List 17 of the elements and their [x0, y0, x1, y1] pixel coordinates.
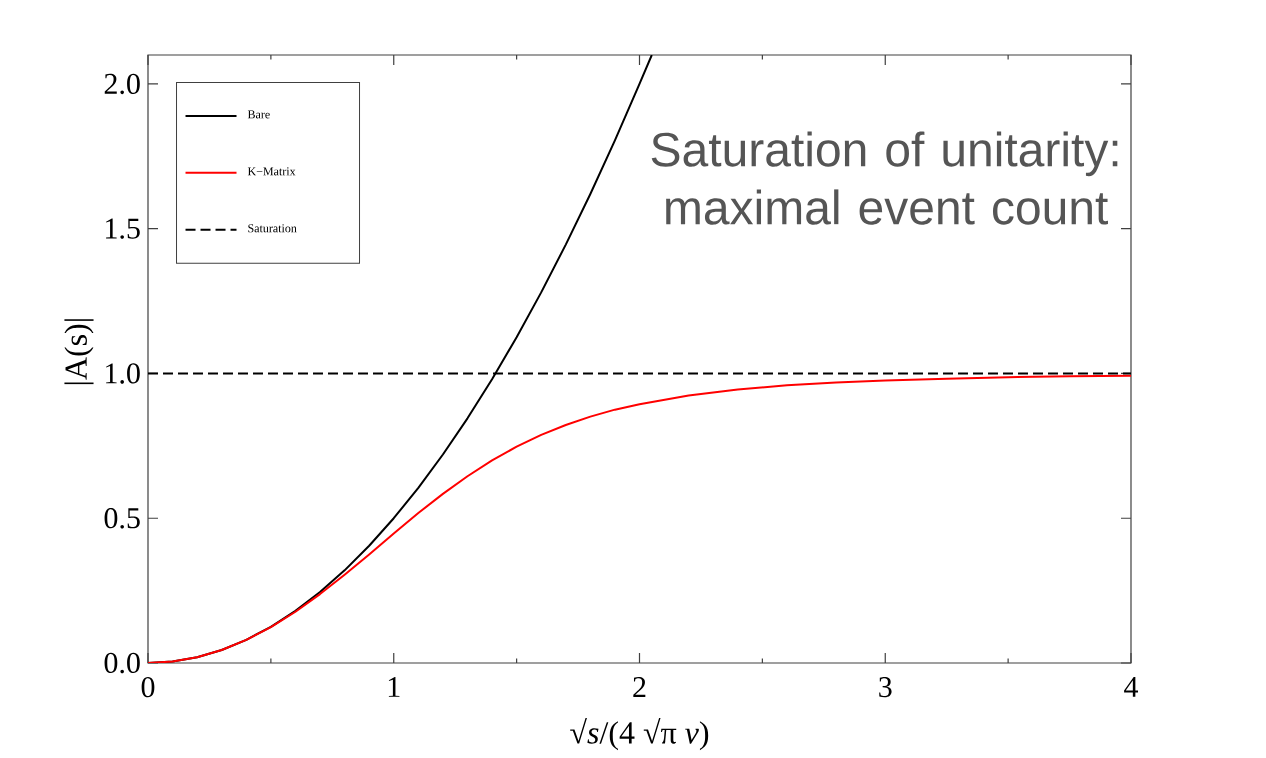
text: Saturation of unitarity: maximal event count: [651, 131, 1118, 225]
y-tick-label: 2.0: [104, 73, 140, 95]
x-tick-label: 3: [879, 677, 892, 698]
x-tick-label: 1: [388, 677, 400, 697]
legend-label: K−Matrix: [247, 167, 296, 176]
x-tick-label: 2: [633, 677, 646, 697]
y-tick-label: 0.5: [104, 508, 140, 529]
x-tick-label: 4: [1124, 677, 1139, 697]
y-tick-label: 1.5: [106, 218, 140, 239]
y-axis-title: |A(s)|: [64, 319, 94, 385]
y-tick-label: 0.0: [104, 652, 140, 674]
line-series: [148, 374, 1131, 663]
y-tick-label: 1.0: [106, 363, 140, 384]
legend-label: Bare: [247, 110, 270, 119]
x-tick-label: 0: [141, 677, 155, 698]
x-axis-title: √s/(4 √π v): [570, 718, 709, 751]
legend-label: Saturation: [248, 224, 297, 233]
